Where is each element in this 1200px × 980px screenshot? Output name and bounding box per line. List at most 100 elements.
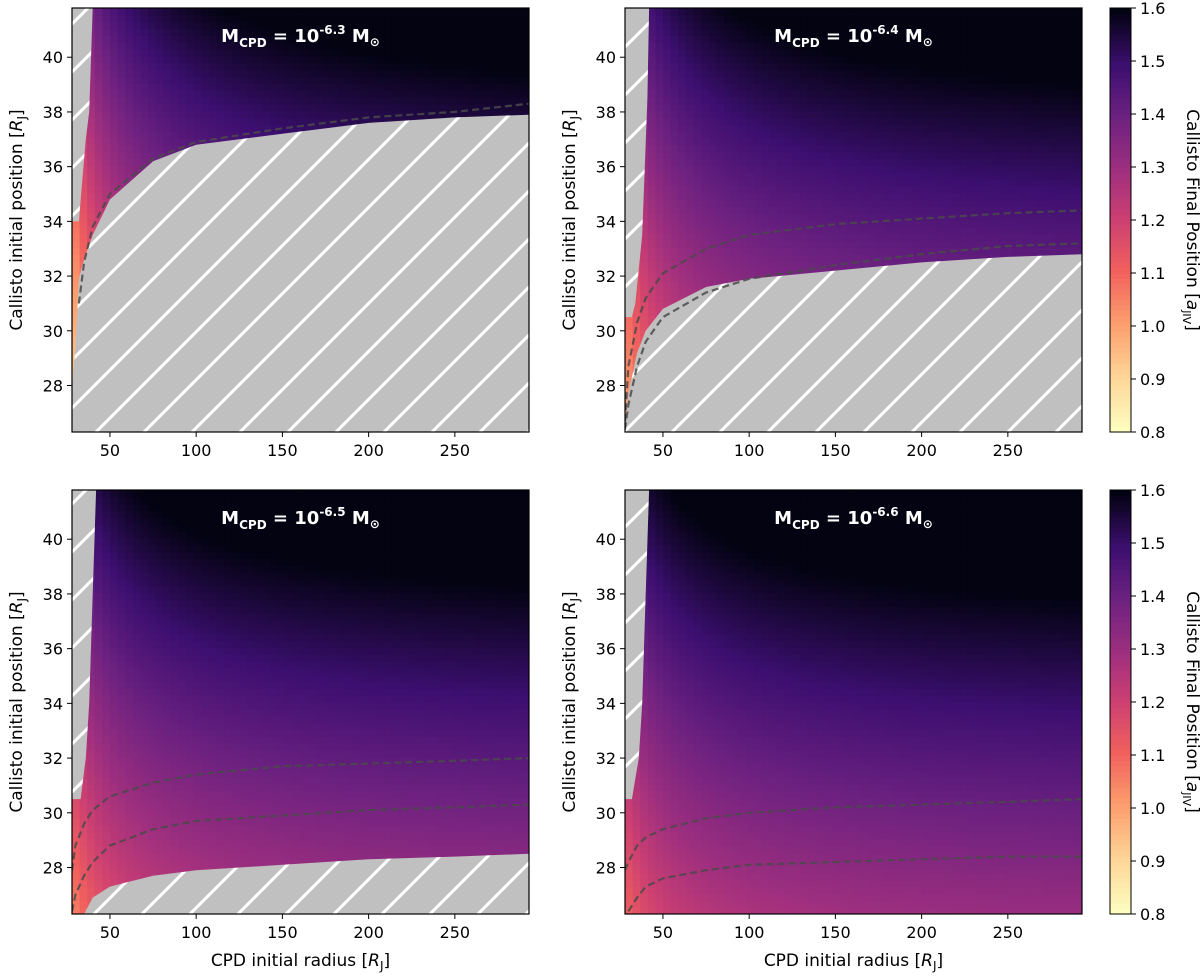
heatmap-cell — [247, 124, 256, 132]
heatmap-cell — [468, 35, 477, 43]
heatmap-cell — [460, 90, 469, 98]
heatmap-cell — [701, 96, 710, 105]
heatmap-cell — [247, 90, 256, 98]
heatmap-cell — [224, 69, 233, 77]
heatmap-cell — [209, 42, 218, 50]
heatmap-cell — [701, 35, 710, 43]
heatmap-cell — [647, 62, 657, 71]
heatmap-cell — [87, 185, 96, 194]
heatmap-cell — [155, 14, 164, 23]
heatmap-cell — [277, 14, 286, 23]
heatmap-cell — [708, 83, 717, 91]
heatmap-cell — [163, 131, 172, 139]
heatmap-cell — [739, 131, 748, 139]
heatmap-cell — [231, 14, 241, 23]
heatmap-cell — [693, 8, 702, 16]
heatmap-cell — [655, 103, 664, 112]
heatmap-cell — [353, 103, 363, 112]
heatmap-cell — [754, 35, 763, 43]
heatmap-cell — [353, 96, 363, 105]
heatmap-cell — [724, 206, 733, 214]
heatmap-cell — [94, 103, 104, 112]
heatmap-cell — [186, 137, 195, 146]
heatmap-cell — [754, 124, 763, 132]
heatmap-cell — [285, 14, 294, 23]
heatmap-cell — [117, 14, 126, 23]
heatmap-cell — [110, 35, 119, 43]
heatmap-cell — [407, 96, 416, 105]
heatmap-cell — [655, 267, 664, 276]
heatmap-cell — [117, 42, 126, 50]
heatmap-cell — [655, 302, 664, 310]
heatmap-cell — [155, 144, 164, 153]
heatmap-cell — [693, 192, 702, 201]
heatmap-cell — [216, 35, 225, 43]
heatmap-cell — [163, 96, 172, 105]
heatmap-cell — [490, 69, 500, 77]
heatmap-cell — [94, 76, 104, 84]
heatmap-cell — [475, 62, 484, 71]
heatmap-cell — [475, 21, 484, 30]
heatmap-cell — [87, 213, 96, 221]
heatmap-cell — [663, 151, 672, 160]
heatmap-cell — [739, 21, 748, 30]
heatmap-cell — [132, 69, 142, 77]
heatmap-cell — [701, 8, 710, 16]
heatmap-cell — [445, 35, 454, 43]
heatmap-cell — [87, 226, 96, 235]
heatmap-cell — [110, 14, 119, 23]
heatmap-cell — [148, 96, 157, 105]
heatmap-cell — [678, 62, 687, 71]
heatmap-cell — [483, 8, 492, 16]
heatmap-cell — [746, 117, 756, 125]
heatmap-cell — [724, 151, 733, 160]
heatmap-cell — [102, 96, 111, 105]
heatmap-cell — [693, 261, 702, 269]
heatmap-cell — [685, 220, 695, 228]
heatmap-cell — [521, 8, 529, 16]
heatmap-cell — [716, 28, 725, 36]
heatmap-cell — [716, 42, 725, 50]
heatmap-cell — [739, 226, 748, 235]
heatmap-cell — [399, 90, 408, 98]
heatmap-cell — [731, 213, 740, 221]
heatmap-cell — [762, 172, 771, 180]
heatmap-cell — [632, 336, 641, 344]
heatmap-cell — [746, 151, 756, 160]
heatmap-cell — [724, 124, 733, 132]
heatmap-cell — [685, 14, 695, 23]
heatmap-cell — [731, 178, 740, 187]
heatmap-cell — [460, 49, 469, 57]
heatmap-cell — [262, 131, 271, 139]
heatmap-cell — [361, 8, 370, 16]
heatmap-cell — [346, 76, 355, 84]
heatmap-cell — [701, 226, 710, 235]
heatmap-cell — [323, 55, 332, 64]
heatmap-cell — [693, 76, 702, 84]
heatmap-cell — [663, 281, 672, 289]
heatmap-cell — [270, 28, 279, 36]
heatmap-cell — [117, 28, 126, 36]
heatmap-cell — [739, 192, 748, 201]
heatmap-cell — [330, 103, 340, 112]
heatmap-cell — [663, 240, 672, 248]
heatmap-cell — [270, 8, 279, 16]
heatmap-cell — [685, 226, 695, 235]
heatmap-cell — [369, 103, 378, 112]
heatmap-cell — [277, 83, 286, 91]
heatmap-cell — [739, 247, 748, 255]
heatmap-cell — [663, 254, 672, 262]
heatmap-cell — [125, 96, 134, 105]
heatmap-cell — [216, 96, 225, 105]
heatmap-cell — [513, 96, 522, 105]
heatmap-cell — [506, 83, 515, 91]
heatmap-cell — [678, 213, 687, 221]
heatmap-cell — [384, 42, 393, 50]
heatmap-cell — [277, 21, 286, 30]
heatmap-cell — [125, 83, 134, 91]
heatmap-cell — [353, 55, 363, 64]
heatmap-cell — [647, 14, 657, 23]
y-tick-label: 38 — [43, 103, 63, 122]
heatmap-cell — [94, 165, 104, 173]
heatmap-cell — [724, 55, 733, 64]
